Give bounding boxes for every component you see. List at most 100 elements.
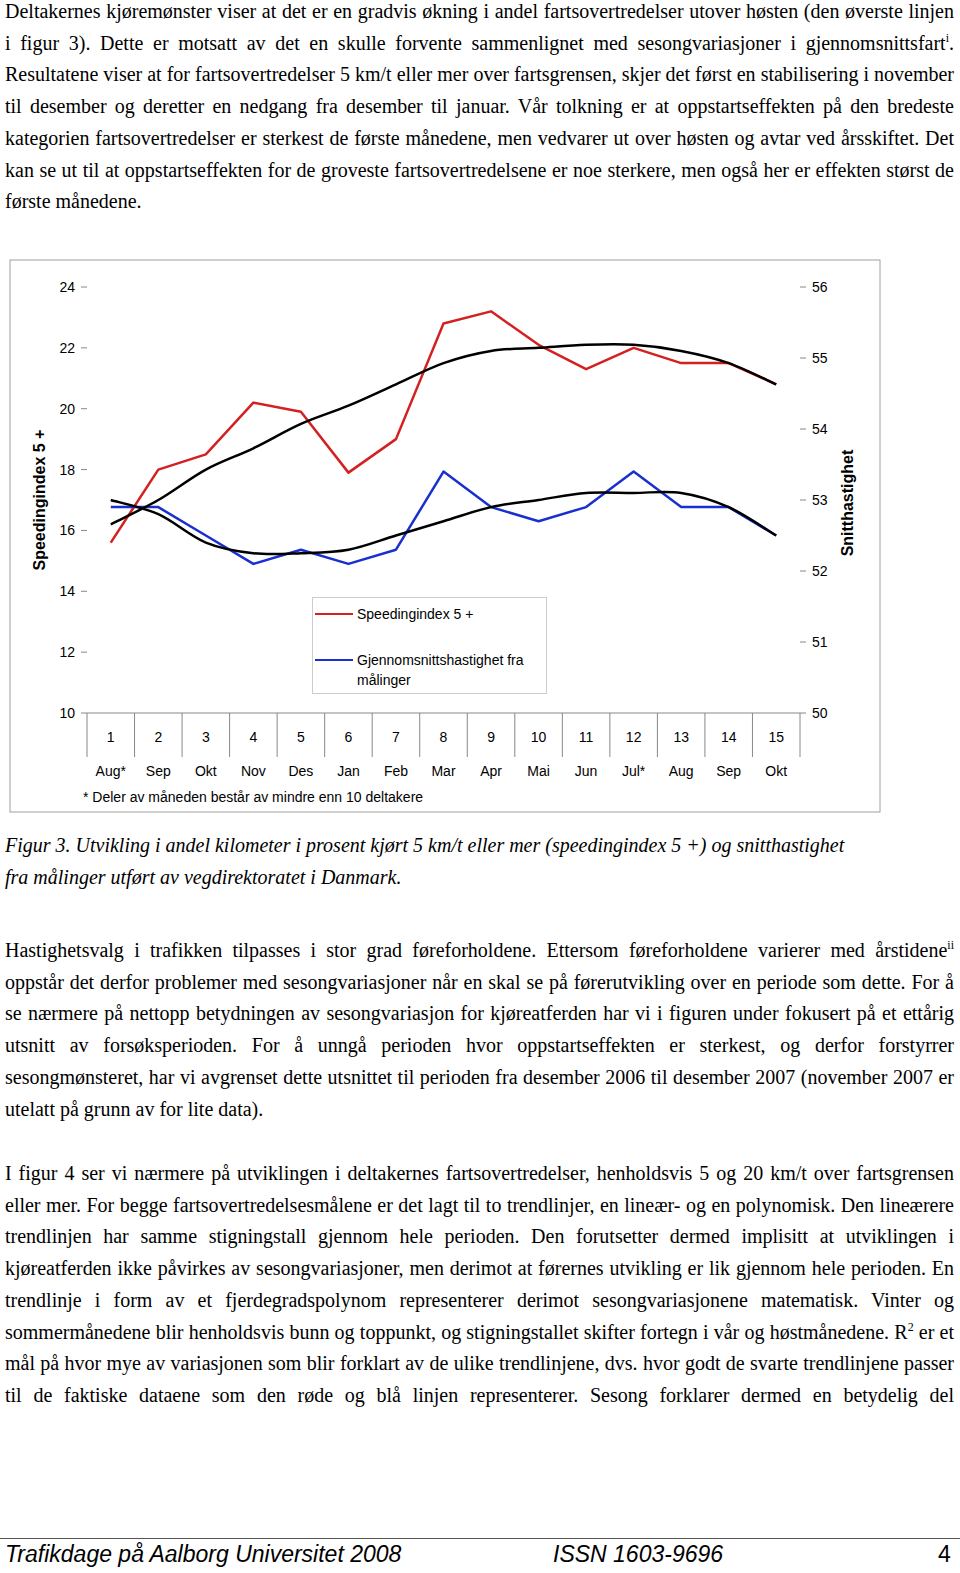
footer: Trafikdage på Aalborg Universitet 2008 IS…: [0, 1538, 960, 1573]
y-tick: [81, 287, 87, 288]
text-run: Deltakernes kjøremønster viser at det er…: [5, 0, 954, 54]
legend-swatch: [315, 613, 353, 615]
y-tick-label: 10: [59, 705, 75, 721]
x-sublabel: Des: [288, 763, 313, 779]
y-tick: [81, 591, 87, 592]
category-separator: [800, 713, 801, 757]
plot-area: [111, 311, 776, 564]
x-sublabel: Sep: [146, 763, 171, 779]
trend-line: [111, 492, 776, 554]
y-tick: [81, 347, 87, 348]
x-tick-label: 9: [487, 729, 495, 745]
y2-tick-label: 56: [812, 279, 828, 295]
paragraph: I figur 4 ser vi nærmere på utviklingen …: [5, 1158, 954, 1412]
y-tick-label: 20: [59, 401, 75, 417]
text-run: Hastighetsvalg i trafikken tilpasses i s…: [5, 939, 947, 961]
category-separator: [752, 713, 753, 757]
x-sublabel: Nov: [241, 763, 266, 779]
y-tick: [81, 408, 87, 409]
category-separator: [182, 713, 183, 757]
paragraph: Deltakernes kjøremønster viser at det er…: [5, 0, 954, 218]
category-separator: [372, 713, 373, 757]
category-separator: [277, 713, 278, 757]
y2-tick-label: 50: [812, 705, 828, 721]
y2-tick: [800, 287, 806, 288]
x-tick-label: 3: [202, 729, 210, 745]
x-axis-line: [87, 713, 800, 714]
chart: 123456789101112131415Aug*SepOktNovDesJan…: [0, 0, 960, 830]
y2-tick: [800, 500, 806, 501]
chart-frame: [10, 260, 880, 812]
series-line: [111, 472, 776, 564]
category-separator: [514, 713, 515, 757]
x-tick-label: 4: [249, 729, 257, 745]
y-tick: [81, 530, 87, 531]
x-sublabel: Jun: [575, 763, 598, 779]
category-separator: [134, 713, 135, 757]
text-run: I figur 4 ser vi nærmere på utviklingen …: [5, 1162, 954, 1343]
x-tick-label: 13: [673, 729, 689, 745]
x-tick-label: 5: [297, 729, 305, 745]
y2-tick-label: 54: [812, 421, 828, 437]
y-tick-label: 16: [59, 522, 75, 538]
superscript: ii: [947, 938, 954, 952]
category-separator: [657, 713, 658, 757]
x-sublabel: Aug: [669, 763, 694, 779]
y-tick-label: 22: [59, 340, 75, 356]
y-tick-label: 14: [59, 583, 75, 599]
y2-tick-label: 53: [812, 492, 828, 508]
footer-page: 4: [938, 1541, 951, 1568]
x-sublabel: Jan: [337, 763, 360, 779]
category-separator: [562, 713, 563, 757]
figure-caption: Figur 3. Utvikling i andel kilometer i p…: [5, 829, 865, 893]
y2-tick: [800, 642, 806, 643]
y-tick: [81, 652, 87, 653]
y-tick-label: 12: [59, 644, 75, 660]
superscript: 2: [908, 1320, 914, 1334]
y2-tick: [800, 713, 806, 714]
legend-label: Gjennomsnittshastighet fra målinger: [357, 650, 542, 690]
x-sublabel: Sep: [716, 763, 741, 779]
x-tick-label: 14: [721, 729, 737, 745]
x-sublabel: Mar: [431, 763, 455, 779]
x-sublabel: Jul*: [622, 763, 646, 779]
x-sublabel: Aug*: [96, 763, 127, 779]
category-separator: [87, 713, 88, 757]
category-separator: [467, 713, 468, 757]
category-separator: [324, 713, 325, 757]
x-tick-label: 8: [440, 729, 448, 745]
y2-axis-title: Snitthastighet: [839, 449, 856, 556]
paragraph: Hastighetsvalg i trafikken tilpasses i s…: [5, 935, 954, 1125]
footer-left: Trafikdage på Aalborg Universitet 2008: [5, 1541, 401, 1568]
x-sublabel: Okt: [765, 763, 787, 779]
y2-tick: [800, 358, 806, 359]
x-tick-label: 6: [345, 729, 353, 745]
legend-swatch: [315, 659, 353, 661]
x-tick-label: 7: [392, 729, 400, 745]
series-line: [111, 311, 776, 542]
y2-tick-label: 52: [812, 563, 828, 579]
x-tick-label: 2: [154, 729, 162, 745]
x-sublabel: Feb: [384, 763, 408, 779]
legend-label: Speedingindex 5 +: [357, 604, 542, 624]
x-sublabel: Apr: [480, 763, 502, 779]
y-tick: [81, 469, 87, 470]
footer-center: ISSN 1603-9696: [553, 1541, 723, 1568]
x-tick-label: 12: [626, 729, 642, 745]
text-run: oppstår det derfor problemer med sesongv…: [5, 971, 954, 1120]
category-separator: [609, 713, 610, 757]
x-tick-label: 10: [531, 729, 547, 745]
category-separator: [229, 713, 230, 757]
category-separator: [419, 713, 420, 757]
y-tick-label: 18: [59, 462, 75, 478]
x-tick-label: 1: [107, 729, 115, 745]
legend: Speedingindex 5 + Gjennomsnittshastighet …: [312, 597, 547, 694]
category-separator: [704, 713, 705, 757]
y-tick: [81, 713, 87, 714]
y2-tick: [800, 429, 806, 430]
y-axis-title: Speedingindex 5 +: [31, 430, 48, 571]
text-run: . Resultatene viser at for fartsovertred…: [5, 32, 954, 213]
x-sublabel: Mai: [527, 763, 550, 779]
superscript: i: [946, 31, 949, 45]
y2-tick-label: 51: [812, 634, 828, 650]
